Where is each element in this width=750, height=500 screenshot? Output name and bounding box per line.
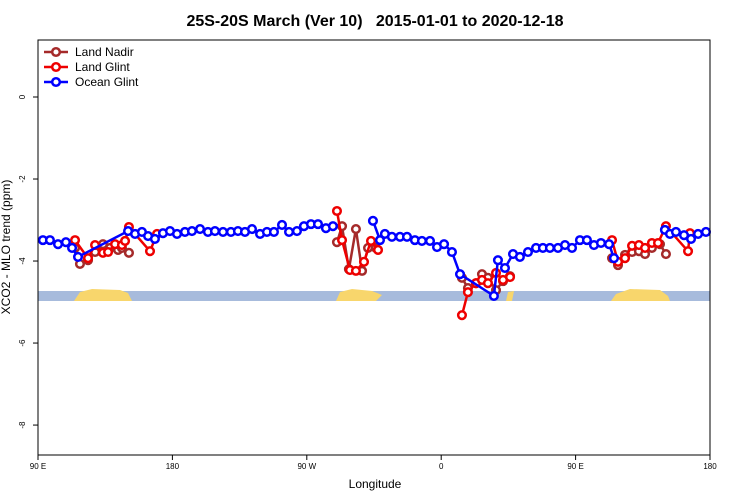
data-point [416,235,427,246]
legend-label: Land Glint [75,60,130,74]
y-tick-label: -2 [18,175,27,183]
data-point [639,242,651,253]
x-tick-label: 180 [703,462,717,471]
y-axis-label: XCO2 - MLO trend (ppm) [0,180,13,315]
data-point [685,233,697,244]
data-point [283,226,295,237]
data-point [350,223,361,235]
x-tick-label: 90 E [30,462,46,471]
land-patch [611,289,670,301]
data-point [72,251,84,262]
data-point [66,242,78,253]
data-point [291,226,302,237]
data-point [336,235,348,246]
data-point [581,235,592,246]
data-point [365,235,377,246]
data-point [327,221,338,232]
data-point [693,228,704,240]
data-point [276,219,288,230]
data-point [488,290,499,301]
data-point [386,231,397,242]
data-point [52,239,64,250]
x-tick-label: 180 [166,462,180,471]
data-point [209,226,221,237]
data-point [619,253,631,264]
data-point [217,226,229,237]
map-strip [38,289,710,301]
legend-marker [50,46,62,58]
data-point [492,255,503,266]
x-tick-label: 0 [439,462,444,471]
legend-marker [50,76,62,88]
data-point [350,265,361,276]
data-point [446,246,458,258]
data-point [652,237,664,249]
data-point [462,287,473,298]
data-point [544,242,555,253]
data-point [268,226,279,237]
data-point [358,256,370,267]
data-point [367,215,379,226]
plot-frame [37,39,711,456]
land-patch [506,291,514,301]
data-point [456,310,468,321]
data-point [331,205,343,217]
data-point [424,235,436,246]
data-point [144,246,156,257]
data-point [482,278,493,289]
data-point [608,253,620,264]
data-point [102,246,114,258]
land-patch [336,289,382,301]
data-point [514,251,525,262]
data-point [194,223,206,235]
legend-label: Ocean Glint [75,75,139,89]
data-point [504,271,516,283]
data-point [454,269,466,280]
data-point [566,242,578,253]
data-point [69,235,81,246]
data-point [60,237,71,248]
data-point [700,226,712,237]
data-point [149,233,160,244]
data-point [660,249,671,260]
data-point [171,228,183,240]
data-point [44,235,55,246]
y-tick-label: -8 [18,421,27,429]
data-point [372,244,384,256]
plot-area [37,205,712,321]
data-point [522,246,534,258]
x-axis-label: Longitude [349,477,402,491]
legend-label: Land Nadir [75,45,134,59]
data-point [374,235,386,246]
data-point [670,226,682,237]
data-point [186,226,198,237]
x-tick-label: 90 W [297,462,316,471]
x-tick-label: 90 E [567,462,583,471]
data-point [438,239,450,250]
y-tick-label: -4 [18,257,27,265]
data-point [682,246,694,257]
data-point [312,219,324,230]
data-point [604,239,615,250]
data-point [246,223,258,235]
y-tick-label: -6 [18,339,27,347]
legend-marker [50,61,62,73]
data-point [401,231,413,242]
land-patch [74,289,132,301]
data-point [499,262,511,274]
data-point [120,235,131,246]
data-point [595,237,607,249]
y-tick-label: 0 [18,94,27,99]
data-point [123,247,134,258]
chart-title: 25S-20S March (Ver 10) 2015-01-01 to 202… [186,13,563,30]
data-point [82,253,94,264]
